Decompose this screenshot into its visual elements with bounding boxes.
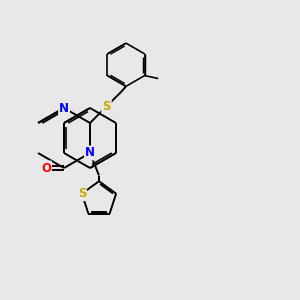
Text: N: N	[59, 101, 69, 115]
Text: O: O	[41, 161, 51, 175]
Text: S: S	[78, 187, 86, 200]
Text: N: N	[85, 146, 95, 160]
Text: S: S	[102, 100, 111, 113]
